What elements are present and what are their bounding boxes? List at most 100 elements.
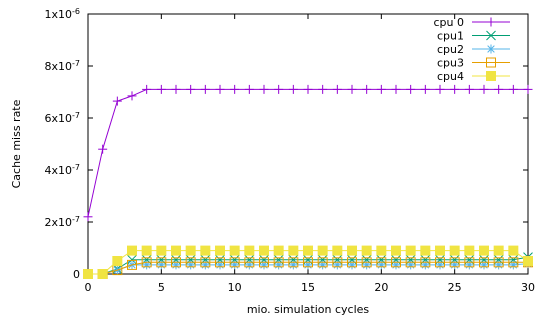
legend-label: cpu 0 xyxy=(434,16,465,29)
data-point xyxy=(332,257,343,268)
data-point xyxy=(259,84,269,94)
data-point xyxy=(508,260,518,270)
series-cpu4 xyxy=(83,245,533,279)
data-point xyxy=(435,245,445,256)
data-point xyxy=(215,257,225,268)
data-point xyxy=(259,245,269,256)
data-point xyxy=(303,260,313,270)
data-point xyxy=(274,260,284,270)
data-point xyxy=(420,245,431,256)
data-point xyxy=(361,245,372,256)
data-point xyxy=(112,256,123,266)
y-axis-label: Cache miss rate xyxy=(10,99,23,188)
data-point xyxy=(229,257,240,268)
data-point xyxy=(523,84,533,94)
data-point xyxy=(347,245,357,256)
data-point xyxy=(244,260,254,270)
data-point xyxy=(479,245,489,256)
y-tick-label: 6x10-7 xyxy=(45,111,81,125)
data-point xyxy=(288,245,299,256)
data-point xyxy=(244,84,254,94)
data-point xyxy=(156,257,167,268)
data-point xyxy=(142,84,152,94)
series-line xyxy=(88,261,528,275)
data-point xyxy=(479,84,489,94)
legend-item: cpu1 xyxy=(437,30,510,43)
data-point xyxy=(391,260,401,270)
data-point xyxy=(493,257,504,268)
data-point xyxy=(405,245,416,256)
data-point xyxy=(244,257,255,268)
x-tick-label: 5 xyxy=(158,281,165,294)
data-point xyxy=(127,91,137,101)
data-point xyxy=(215,245,225,256)
data-point xyxy=(303,257,313,268)
data-point xyxy=(230,84,240,94)
data-point xyxy=(508,257,519,268)
data-point xyxy=(273,257,284,268)
data-point xyxy=(127,245,137,256)
data-point xyxy=(479,257,489,268)
data-point xyxy=(486,44,496,54)
x-tick-label: 30 xyxy=(521,281,535,294)
data-point xyxy=(494,260,504,270)
legend-item: cpu2 xyxy=(437,43,510,56)
data-point xyxy=(420,260,430,270)
legend-label: cpu1 xyxy=(437,30,464,43)
data-point xyxy=(215,260,225,270)
data-point xyxy=(127,254,137,265)
data-point xyxy=(464,257,475,268)
data-point xyxy=(435,84,445,94)
y-tick-label: 2x10-7 xyxy=(45,215,81,229)
data-point xyxy=(142,260,152,270)
data-point xyxy=(317,257,328,268)
y-axis: 0 2x10-7 4x10-7 6x10-7 8x10-7 1x10-6 xyxy=(45,7,528,281)
data-point xyxy=(288,260,298,270)
data-point xyxy=(486,71,496,81)
data-point xyxy=(391,84,401,94)
y-tick-label: 1x10-6 xyxy=(45,7,81,21)
data-point xyxy=(186,84,196,94)
x-tick-label: 10 xyxy=(228,281,242,294)
data-point xyxy=(347,260,357,270)
series-cpu-0 xyxy=(83,84,533,222)
y-tick-label: 0 xyxy=(73,268,80,281)
x-tick-label: 0 xyxy=(85,281,92,294)
x-tick-label: 20 xyxy=(374,281,388,294)
data-point xyxy=(156,260,166,270)
data-point xyxy=(185,257,196,268)
legend-item: cpu 0 xyxy=(434,16,510,29)
data-point xyxy=(450,84,460,94)
data-point xyxy=(391,257,401,268)
data-point xyxy=(83,269,93,279)
data-point xyxy=(185,245,196,256)
data-point xyxy=(464,245,475,256)
data-point xyxy=(171,84,181,94)
data-point xyxy=(141,257,152,268)
data-point xyxy=(362,84,372,94)
data-point xyxy=(112,96,122,106)
data-point xyxy=(200,257,211,268)
data-point xyxy=(523,256,533,266)
data-point xyxy=(450,260,460,270)
data-point xyxy=(244,245,255,256)
legend-item: cpu3 xyxy=(437,57,510,70)
data-point xyxy=(486,57,496,68)
data-point xyxy=(229,245,240,256)
data-point xyxy=(449,257,460,268)
data-point xyxy=(376,260,386,270)
data-point xyxy=(230,260,240,270)
data-point xyxy=(420,84,430,94)
legend-label: cpu2 xyxy=(437,43,464,56)
data-point xyxy=(259,257,269,268)
data-point xyxy=(200,84,210,94)
data-point xyxy=(273,245,284,256)
data-point xyxy=(464,260,474,270)
data-point xyxy=(405,257,416,268)
data-point xyxy=(332,84,342,94)
data-point xyxy=(127,259,137,270)
data-point xyxy=(362,260,372,270)
data-point xyxy=(318,84,328,94)
